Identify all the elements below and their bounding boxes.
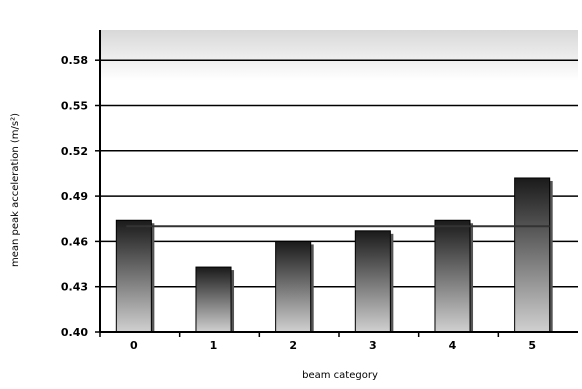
x-tick-label: 0 (130, 339, 138, 352)
bar (195, 266, 232, 333)
bar (115, 219, 152, 333)
bar (354, 230, 391, 333)
x-tick-label: 2 (289, 339, 297, 352)
x-tick-label: 3 (369, 339, 377, 352)
x-tick-label: 1 (210, 339, 218, 352)
y-axis-title: mean peak acceleration (m/s²) (10, 113, 21, 267)
plot-area (100, 30, 578, 332)
bar (275, 240, 312, 333)
x-tick-label: 5 (528, 339, 536, 352)
bar (434, 219, 471, 333)
plot-top-band (100, 30, 578, 81)
plot-background (100, 30, 578, 332)
y-tick-label: 0.55 (61, 100, 88, 113)
bar (514, 177, 551, 333)
x-tick-label: 4 (449, 339, 457, 352)
bars (115, 177, 553, 333)
y-tick-label: 0.52 (61, 145, 88, 158)
x-axis-title: beam category (302, 370, 378, 381)
y-tick-label: 0.49 (61, 190, 88, 203)
y-tick-labels: 0.40 0.43 0.46 0.49 0.52 0.55 0.58 (61, 54, 88, 339)
x-tick-labels: 0 1 2 3 4 5 (99, 332, 536, 352)
y-tick-label: 0.40 (61, 326, 88, 339)
y-tick-label: 0.58 (61, 54, 88, 67)
y-tick-label: 0.43 (61, 281, 88, 294)
y-tick-label: 0.46 (61, 235, 88, 248)
